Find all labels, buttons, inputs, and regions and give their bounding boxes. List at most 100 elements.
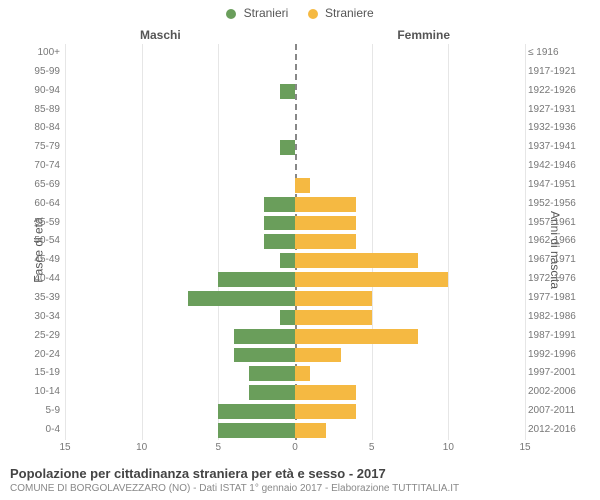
x-tick-label: 10 — [443, 442, 454, 453]
legend: Stranieri Straniere — [0, 6, 600, 20]
age-row: 100+≤ 1916 — [65, 44, 525, 63]
bar-female — [295, 404, 356, 419]
bar-male — [218, 423, 295, 438]
age-label: 50-54 — [20, 232, 60, 251]
age-label: 45-49 — [20, 251, 60, 270]
bar-female — [295, 310, 372, 325]
legend-swatch-male — [226, 9, 236, 19]
bar-female — [295, 329, 418, 344]
bar-male — [280, 310, 295, 325]
legend-item-male: Stranieri — [226, 6, 291, 20]
birth-years-label: 2007-2011 — [528, 402, 583, 421]
age-label: 95-99 — [20, 63, 60, 82]
birth-years-label: 1947-1951 — [528, 176, 583, 195]
legend-item-female: Straniere — [308, 6, 374, 20]
age-row: 20-241992-1996 — [65, 346, 525, 365]
age-row: 5-92007-2011 — [65, 402, 525, 421]
birth-years-label: ≤ 1916 — [528, 44, 583, 63]
age-label: 100+ — [20, 44, 60, 63]
x-tick-label: 10 — [136, 442, 147, 453]
age-label: 35-39 — [20, 289, 60, 308]
bar-male — [234, 348, 295, 363]
birth-years-label: 1987-1991 — [528, 327, 583, 346]
age-label: 90-94 — [20, 82, 60, 101]
chart-footer: Popolazione per cittadinanza straniera p… — [10, 466, 590, 494]
age-row: 85-891927-1931 — [65, 101, 525, 120]
x-tick-label: 5 — [369, 442, 375, 453]
birth-years-label: 1992-1996 — [528, 346, 583, 365]
bar-male — [264, 234, 295, 249]
age-row: 55-591957-1961 — [65, 214, 525, 233]
bar-female — [295, 197, 356, 212]
bar-female — [295, 385, 356, 400]
age-label: 65-69 — [20, 176, 60, 195]
age-row: 0-42012-2016 — [65, 421, 525, 440]
age-row: 30-341982-1986 — [65, 308, 525, 327]
birth-years-label: 1982-1986 — [528, 308, 583, 327]
bar-female — [295, 216, 356, 231]
age-label: 20-24 — [20, 346, 60, 365]
age-row: 15-191997-2001 — [65, 364, 525, 383]
gridline — [525, 44, 526, 440]
x-tick-label: 0 — [292, 442, 298, 453]
bar-male — [280, 253, 295, 268]
birth-years-label: 1962-1966 — [528, 232, 583, 251]
legend-label-male: Stranieri — [244, 6, 289, 20]
birth-years-label: 1917-1921 — [528, 63, 583, 82]
age-label: 0-4 — [20, 421, 60, 440]
bar-female — [295, 291, 372, 306]
legend-swatch-female — [308, 9, 318, 19]
x-tick-label: 15 — [519, 442, 530, 453]
age-label: 80-84 — [20, 119, 60, 138]
age-row: 25-291987-1991 — [65, 327, 525, 346]
birth-years-label: 1922-1926 — [528, 82, 583, 101]
age-label: 25-29 — [20, 327, 60, 346]
birth-years-label: 1967-1971 — [528, 251, 583, 270]
bar-female — [295, 423, 326, 438]
bar-male — [264, 197, 295, 212]
age-row: 50-541962-1966 — [65, 232, 525, 251]
bar-male — [264, 216, 295, 231]
birth-years-label: 1942-1946 — [528, 157, 583, 176]
age-row: 65-691947-1951 — [65, 176, 525, 195]
bar-male — [280, 84, 295, 99]
age-label: 15-19 — [20, 364, 60, 383]
birth-years-label: 1997-2001 — [528, 364, 583, 383]
age-label: 85-89 — [20, 101, 60, 120]
age-label: 30-34 — [20, 308, 60, 327]
x-axis: 15105051015 — [65, 440, 525, 458]
bar-male — [249, 385, 295, 400]
bar-male — [234, 329, 295, 344]
age-row: 35-391977-1981 — [65, 289, 525, 308]
birth-years-label: 1972-1976 — [528, 270, 583, 289]
age-row: 45-491967-1971 — [65, 251, 525, 270]
bar-female — [295, 366, 310, 381]
age-label: 10-14 — [20, 383, 60, 402]
chart-subtitle: COMUNE DI BORGOLAVEZZARO (NO) - Dati IST… — [10, 483, 590, 494]
birth-years-label: 1977-1981 — [528, 289, 583, 308]
bar-male — [188, 291, 295, 306]
legend-label-female: Straniere — [325, 6, 374, 20]
chart-title: Popolazione per cittadinanza straniera p… — [10, 466, 590, 481]
birth-years-label: 1952-1956 — [528, 195, 583, 214]
age-label: 70-74 — [20, 157, 60, 176]
bar-female — [295, 234, 356, 249]
population-pyramid-chart: Stranieri Straniere Maschi Femmine Fasce… — [0, 0, 600, 500]
birth-years-label: 1932-1936 — [528, 119, 583, 138]
age-row: 60-641952-1956 — [65, 195, 525, 214]
age-row: 40-441972-1976 — [65, 270, 525, 289]
plot-area: 100+≤ 191695-991917-192190-941922-192685… — [65, 44, 525, 440]
x-tick-label: 15 — [59, 442, 70, 453]
age-row: 70-741942-1946 — [65, 157, 525, 176]
bar-male — [218, 272, 295, 287]
bar-female — [295, 348, 341, 363]
birth-years-label: 1957-1961 — [528, 214, 583, 233]
age-row: 95-991917-1921 — [65, 63, 525, 82]
age-label: 75-79 — [20, 138, 60, 157]
age-row: 90-941922-1926 — [65, 82, 525, 101]
age-row: 80-841932-1936 — [65, 119, 525, 138]
age-label: 5-9 — [20, 402, 60, 421]
bar-female — [295, 272, 448, 287]
birth-years-label: 2012-2016 — [528, 421, 583, 440]
age-row: 10-142002-2006 — [65, 383, 525, 402]
